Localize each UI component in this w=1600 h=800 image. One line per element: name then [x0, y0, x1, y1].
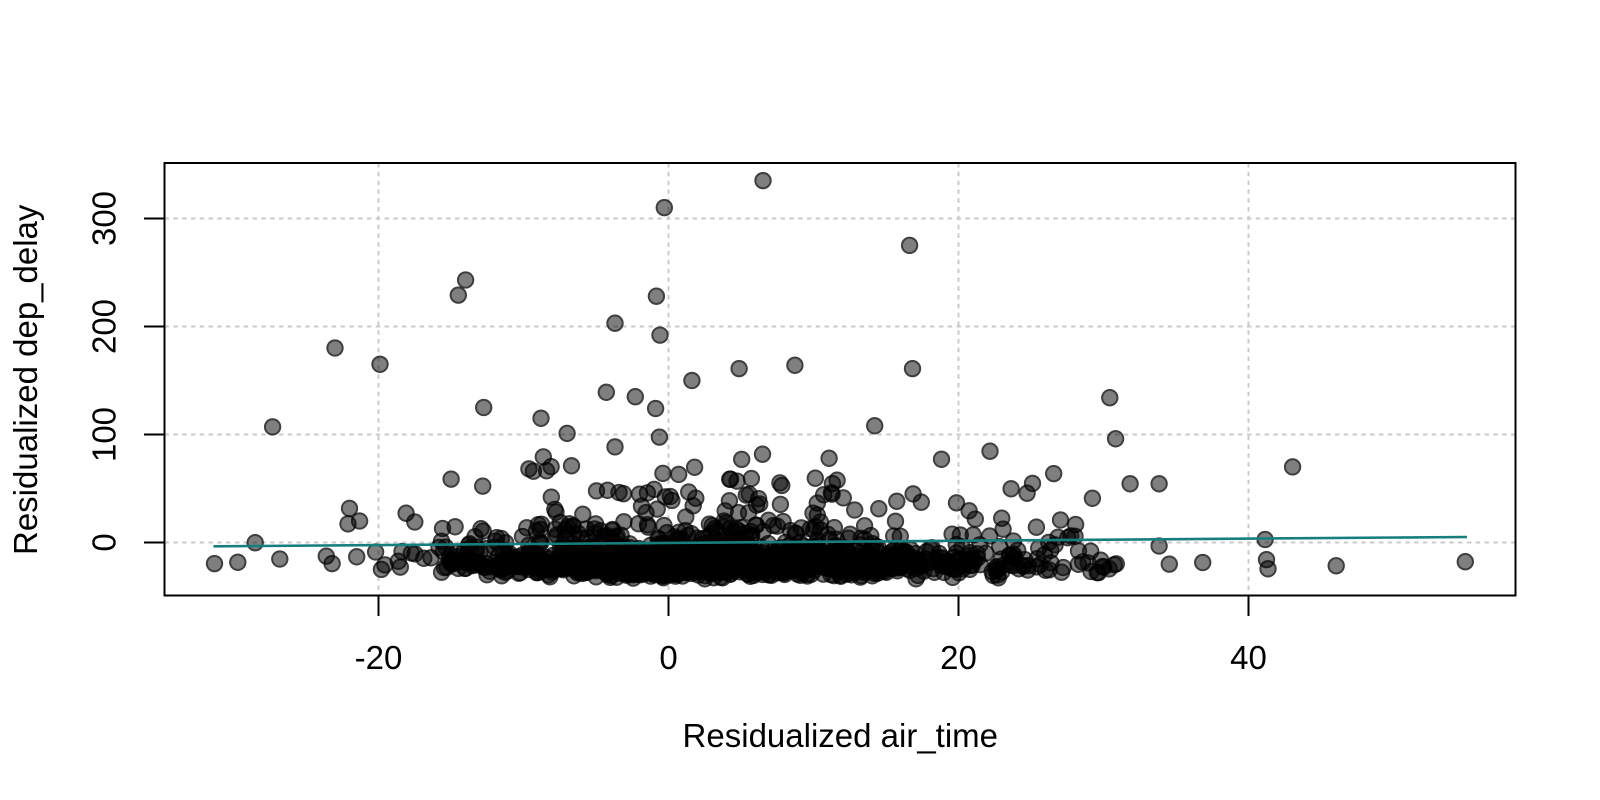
svg-text:20: 20	[940, 639, 977, 676]
svg-text:-20: -20	[355, 639, 403, 676]
svg-text:0: 0	[659, 639, 677, 676]
svg-text:Residualized dep_delay: Residualized dep_delay	[7, 204, 44, 555]
svg-text:Residualized air_time: Residualized air_time	[683, 717, 998, 754]
svg-text:100: 100	[86, 407, 123, 462]
svg-text:40: 40	[1230, 639, 1267, 676]
svg-text:300: 300	[86, 191, 123, 246]
svg-text:0: 0	[86, 533, 123, 551]
svg-text:200: 200	[86, 299, 123, 354]
